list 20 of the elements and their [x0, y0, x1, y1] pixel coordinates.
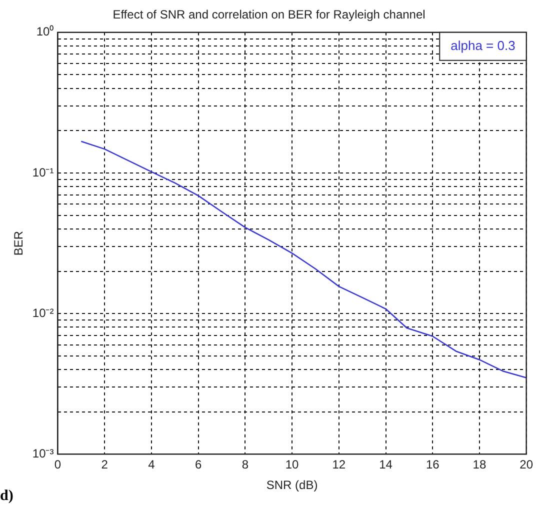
x-tick-label: 4 — [148, 458, 156, 472]
x-tick-label: 6 — [194, 458, 202, 472]
x-tick-label: 16 — [426, 458, 440, 472]
x-tick-label: 12 — [332, 458, 346, 472]
x-tick-label: 14 — [379, 458, 393, 472]
y-tick-label: 10⁰ — [36, 24, 54, 39]
x-tick-label: 8 — [242, 458, 249, 472]
x-tick-label: 20 — [520, 458, 534, 472]
y-tick-label: 10⁻³ — [32, 446, 54, 461]
text: d) — [0, 488, 14, 505]
x-tick-label: 10 — [285, 458, 300, 472]
x-tick-label: 2 — [101, 458, 108, 472]
y-tick-label: 10⁻² — [32, 306, 54, 320]
y-tick-label: 10⁻¹ — [32, 165, 54, 180]
y-axis-title: BER — [12, 230, 26, 256]
x-tick-label: 18 — [472, 458, 486, 472]
text: alpha = 0.3 — [450, 38, 516, 53]
x-tick-label: 0 — [54, 458, 62, 472]
x-axis-title: SNR (dB) — [266, 478, 318, 492]
chart-title: Effect of SNR and correlation on BER for Rayleigh channel — [112, 8, 426, 22]
